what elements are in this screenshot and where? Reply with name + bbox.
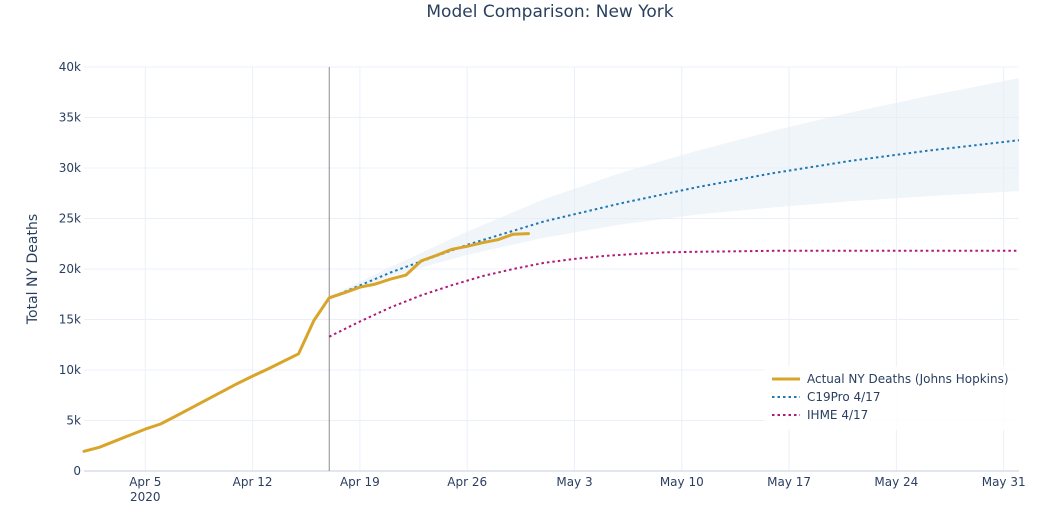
legend-item[interactable]: C19Pro 4/17 [772,390,880,404]
x-tick-label: May 17 [767,475,811,489]
y-tick-label: 0 [73,464,81,478]
y-tick-label: 20k [59,262,81,276]
series-line-1[interactable] [328,139,1020,300]
legend-label: Actual NY Deaths (Johns Hopkins) [807,372,1009,386]
series-layer [82,139,1020,453]
confidence-band [329,78,1019,301]
legend-label: IHME 4/17 [807,408,868,422]
legend-label: C19Pro 4/17 [807,390,880,404]
y-tick-label: 10k [59,363,81,377]
confidence-band-layer [329,78,1019,301]
legend-background [764,366,1020,430]
chart-title: Model Comparison: New York [426,2,673,22]
y-tick-label: 15k [59,313,81,327]
y-axis-title: Total NY Deaths [25,214,41,325]
x-tick-label: Apr 5 [129,475,161,489]
x-tick-label: May 24 [874,475,918,489]
y-tick-label: 5k [66,414,81,428]
x-tick-label: May 31 [982,475,1026,489]
x-tick-label: May 10 [660,475,704,489]
y-tick-label: 30k [59,161,81,175]
y-tick-label: 25k [59,212,81,226]
x-tick-year-label: 2020 [130,490,161,504]
x-tick-label: Apr 12 [233,475,273,489]
x-tick-label: May 3 [556,475,592,489]
series-line-0[interactable] [82,232,530,453]
y-tick-label: 35k [59,111,81,125]
legend-item[interactable]: IHME 4/17 [772,408,868,422]
x-tick-label: Apr 19 [340,475,380,489]
legend-item[interactable]: Actual NY Deaths (Johns Hopkins) [772,372,1009,386]
x-tick-label: Apr 26 [447,475,487,489]
y-tick-label: 40k [59,60,81,74]
legend[interactable]: Actual NY Deaths (Johns Hopkins) C19Pro 4… [764,366,1020,430]
series-line-2[interactable] [328,249,1019,338]
y-axis-ticks: 0 5k 10k 15k 20k 25k 30k 35k 40k [59,60,81,478]
